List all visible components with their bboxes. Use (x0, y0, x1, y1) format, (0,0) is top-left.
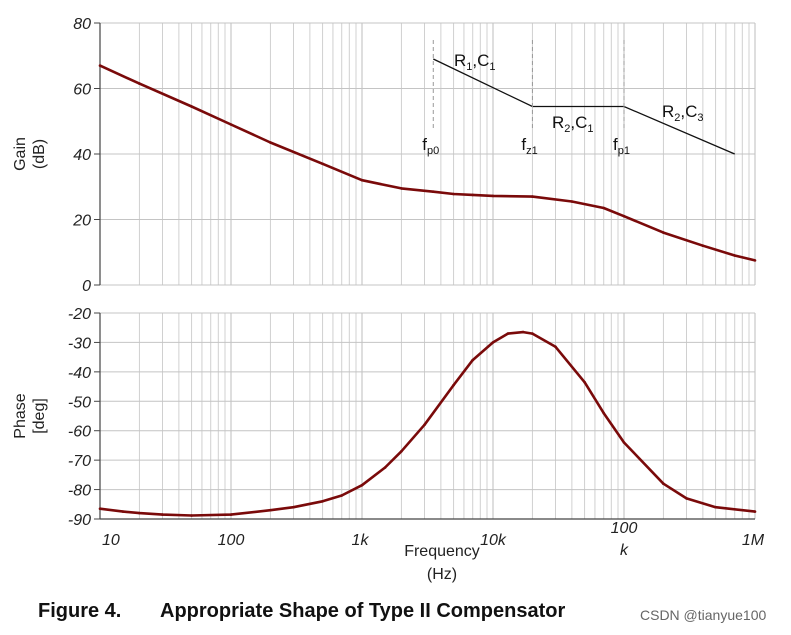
phase-panel: -20 -30 -40 -50 -60 -70 -80 -90 Phase [deg] 10 100 1… (12, 306, 765, 583)
gain-point (360, 178, 364, 182)
x-axis-unit: (Hz) (427, 566, 457, 583)
gain-point (190, 105, 193, 108)
phase-point (583, 380, 586, 384)
segment-label: R2,C1 (552, 113, 594, 135)
phase-point (292, 505, 295, 509)
phase-point (400, 450, 403, 453)
phase-point (753, 510, 757, 513)
gain-point (400, 187, 403, 190)
y-tick-label: -50 (68, 394, 91, 411)
y-axis-label: Phase (12, 393, 29, 438)
marker-label: fz1 (521, 135, 537, 157)
phase-point (98, 507, 102, 511)
y-tick-label: -40 (68, 365, 91, 382)
gain-point (570, 200, 574, 203)
phase-point (471, 358, 475, 362)
phase-point (714, 505, 717, 509)
y-tick-label: 60 (73, 82, 91, 99)
segment-label: R1,C1 (454, 51, 496, 73)
phase-point (321, 500, 324, 503)
x-tick-label: 100 (611, 520, 638, 537)
y-tick-label: 80 (73, 16, 91, 33)
y-tick-label: -90 (68, 512, 91, 529)
bode-plot: 0 20 40 60 80 Gain (dB) fp0 fz1 fp1 R1,C1 R2,C1 R2,C… (12, 16, 765, 583)
marker-label: fp1 (613, 135, 630, 157)
gain-point (602, 206, 605, 210)
y-tick-label: -70 (68, 453, 91, 470)
x-axis-label: Frequency (404, 543, 480, 560)
gain-point (321, 162, 324, 166)
gain-point (229, 123, 233, 126)
phase-point (521, 330, 525, 334)
gain-point (531, 195, 534, 198)
y-axis-unit: (dB) (31, 139, 48, 169)
gain-point (491, 194, 495, 198)
gain-point (138, 82, 141, 85)
figure-number: Figure 4. (38, 600, 122, 622)
phase-point (360, 483, 364, 487)
gain-point (432, 190, 435, 193)
phase-point (423, 423, 426, 427)
y-axis-label: Gain (12, 137, 29, 171)
phase-curve (99, 330, 756, 517)
gain-point (662, 231, 665, 234)
gain-point (452, 192, 455, 196)
y-tick-label: 0 (82, 278, 91, 295)
phase-point (383, 466, 387, 469)
y-tick-label: 40 (73, 147, 91, 164)
y-tick-label: -60 (68, 424, 91, 441)
gain-point (701, 244, 705, 247)
gain-point (269, 141, 272, 144)
x-tick-label: 10 (102, 532, 120, 549)
phase-point (229, 513, 233, 516)
phase-point (531, 332, 534, 335)
phase-point (452, 383, 455, 387)
phase-point (121, 510, 125, 513)
x-tick-label: 100 (218, 532, 245, 549)
phase-point (190, 514, 193, 517)
watermark: CSDN @tianyue100 (640, 607, 767, 623)
y-axis-unit: [deg] (31, 398, 48, 434)
gain-point (471, 193, 475, 197)
figure-title: Appropriate Shape of Type II Compensator (160, 600, 566, 622)
marker-label: fp0 (422, 135, 439, 157)
phase-point (269, 508, 272, 512)
phase-point (138, 511, 141, 515)
gain-point (733, 254, 736, 257)
x-tick-label: k (620, 542, 629, 559)
phase-point (161, 513, 164, 516)
phase-point (491, 341, 495, 344)
gain-point (98, 64, 102, 67)
x-tick-label: 1k (352, 532, 370, 549)
phase-point (340, 494, 344, 497)
gain-curve (99, 64, 756, 262)
y-tick-label: -80 (68, 483, 91, 500)
y-tick-label: -30 (68, 335, 91, 352)
x-tick-label: 10k (480, 532, 507, 549)
phase-point (506, 332, 510, 335)
gain-point (622, 214, 626, 218)
y-tick-label: -20 (68, 306, 91, 323)
gain-point (753, 259, 757, 262)
asymptote-line (433, 58, 735, 155)
gain-panel: 0 20 40 60 80 Gain (dB) fp0 fz1 fp1 R1,C1 R2,C1 R2,C… (12, 16, 757, 295)
phase-point (662, 482, 665, 486)
figure-caption: Figure 4. Appropriate Shape of Type II Co… (38, 600, 565, 623)
phase-point (622, 441, 626, 444)
phase-point (685, 497, 688, 500)
phase-point (554, 345, 557, 349)
y-tick-label: 20 (72, 213, 91, 230)
phase-point (602, 411, 605, 415)
segment-label: R2,C3 (662, 102, 704, 124)
x-tick-label: 1M (742, 532, 765, 549)
